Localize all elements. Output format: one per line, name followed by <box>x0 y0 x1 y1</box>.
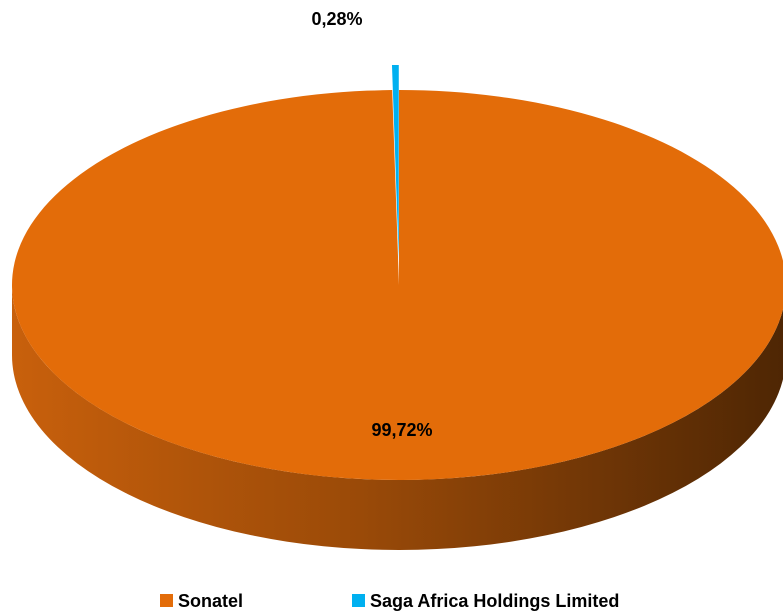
legend-swatch <box>160 594 173 607</box>
pie-slice <box>391 65 399 261</box>
pie-slice <box>12 90 783 480</box>
legend-swatch <box>352 594 365 607</box>
legend-label: Sonatel <box>178 591 243 611</box>
legend-label: Saga Africa Holdings Limited <box>370 591 619 611</box>
pie-side <box>12 285 783 550</box>
data-label: 0,28% <box>311 9 362 29</box>
data-label: 99,72% <box>371 420 432 440</box>
